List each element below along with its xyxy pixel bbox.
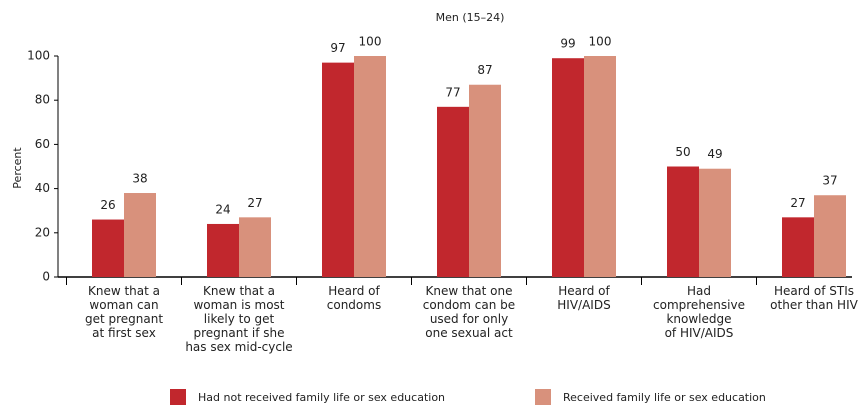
x-tick-label: Heard of STIs other than HIV	[770, 284, 858, 312]
value-label: 97	[330, 41, 345, 55]
bar	[354, 56, 386, 277]
bar	[239, 217, 271, 277]
x-tick-label: Heard of HIV/AIDS	[557, 284, 610, 312]
legend-label: Had not received family life or sex educ…	[198, 391, 445, 404]
y-tick-label: 40	[35, 181, 50, 195]
bar	[699, 168, 731, 277]
value-label: 87	[477, 63, 492, 77]
value-label: 100	[589, 35, 612, 49]
value-label: 100	[359, 35, 382, 49]
value-label: 24	[215, 202, 230, 216]
y-tick-label: 60	[35, 137, 50, 151]
value-label: 37	[822, 174, 837, 188]
bar	[552, 58, 584, 278]
x-tick-label: Knew that one condom can be used for only o…	[423, 284, 515, 340]
value-label: 26	[100, 198, 115, 212]
bar	[584, 56, 616, 277]
bar	[322, 62, 354, 277]
value-label: 27	[790, 196, 805, 210]
legend-swatch	[170, 389, 186, 405]
y-tick-label: 100	[27, 49, 50, 63]
value-label: 27	[247, 196, 262, 210]
y-axis-label: Percent	[11, 147, 24, 189]
value-label: 99	[560, 37, 575, 51]
bar	[814, 195, 846, 277]
value-label: 77	[445, 85, 460, 99]
bar	[92, 219, 124, 277]
value-label: 49	[707, 147, 722, 161]
bar	[667, 166, 699, 277]
legend-swatch	[535, 389, 551, 405]
bar	[124, 193, 156, 277]
bar	[437, 106, 469, 277]
chart-title: Men (15–24)	[436, 11, 505, 24]
bar	[207, 223, 239, 277]
x-tick-label: Had comprehensive knowledge of HIV/AIDS	[653, 284, 745, 340]
x-tick-label: Knew that a woman is most likely to get pre…	[185, 284, 292, 354]
value-label: 38	[132, 172, 147, 186]
y-tick-label: 80	[35, 93, 50, 107]
value-label: 50	[675, 145, 690, 159]
y-tick-label: 20	[35, 225, 50, 239]
legend-label: Received family life or sex education	[563, 391, 766, 404]
bar	[469, 84, 501, 277]
x-tick-label: Knew that a woman can get pregnant at first…	[85, 284, 163, 340]
y-tick-label: 0	[42, 270, 50, 284]
bar	[782, 217, 814, 277]
x-tick-label: Heard of condoms	[327, 284, 381, 312]
